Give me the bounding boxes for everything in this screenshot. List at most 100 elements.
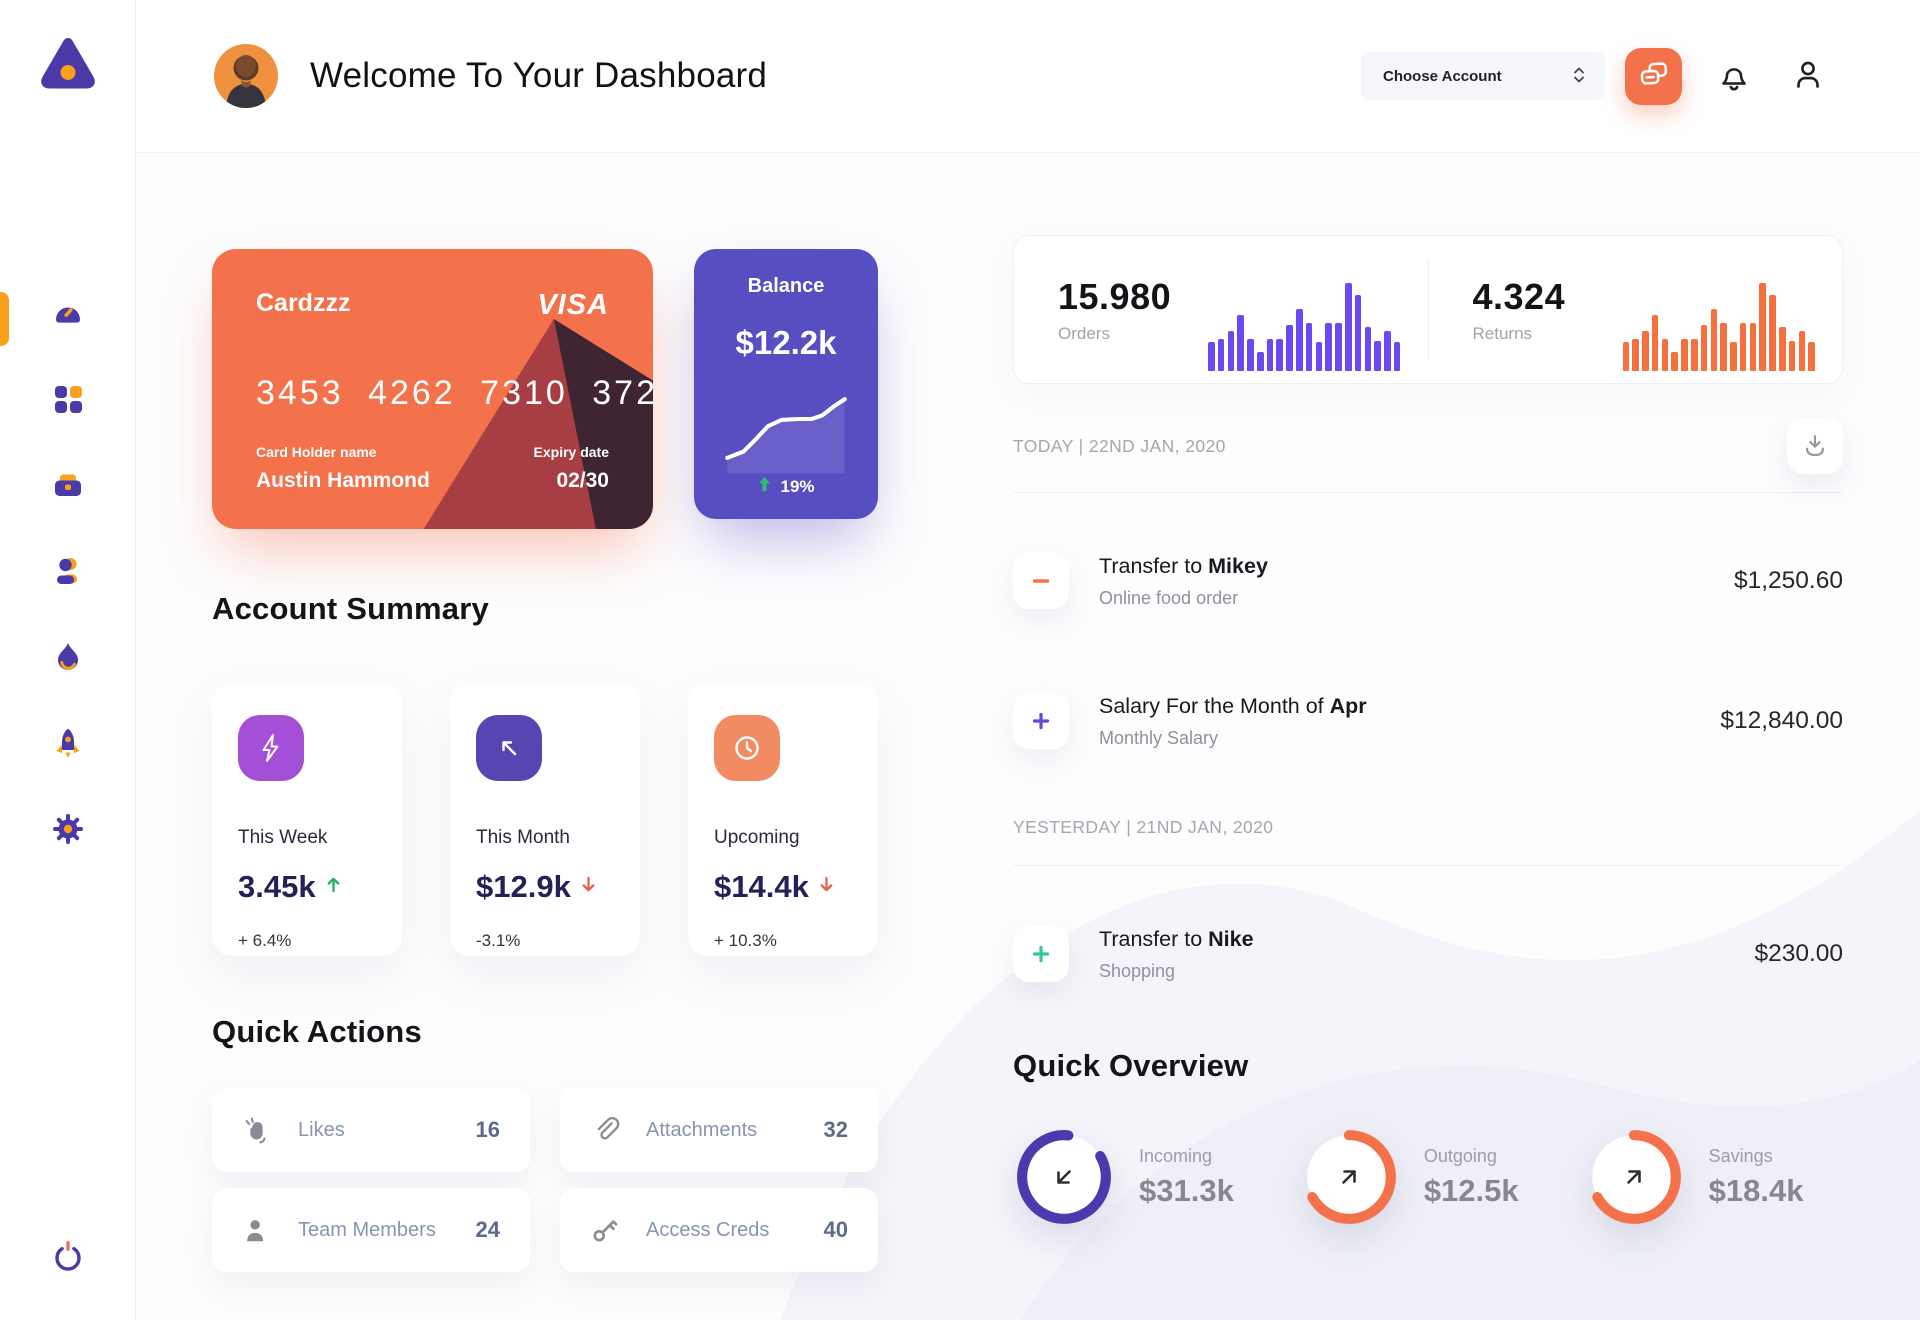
chart-bar — [1286, 325, 1293, 371]
grid-icon — [51, 382, 85, 416]
quick-action-team-members[interactable]: Team Members 24 — [212, 1188, 530, 1272]
transaction-row[interactable]: Transfer to Nike Shopping $230.00 — [1013, 926, 1843, 982]
chart-bar — [1779, 327, 1786, 371]
quick-action-access-creds[interactable]: Access Creds 40 — [560, 1188, 878, 1272]
flame-icon — [51, 640, 85, 674]
sidebar-item-activity[interactable] — [46, 640, 90, 674]
chart-bar — [1710, 309, 1718, 371]
quick-actions-title: Quick Actions — [212, 1014, 422, 1049]
gauge-incoming: Incoming $31.3k — [1013, 1126, 1234, 1228]
stat-label: Returns — [1472, 323, 1533, 343]
plus-icon — [1013, 926, 1069, 982]
choose-account-select[interactable]: Choose Account — [1361, 52, 1605, 100]
summary-delta: + 6.4% — [238, 931, 292, 950]
transactions-section: TODAY | 22ND JAN, 2020 Transfer to Mikey… — [1013, 418, 1843, 749]
sidebar — [0, 0, 136, 1320]
user-icon — [51, 554, 85, 588]
summary-label: This Week — [238, 827, 328, 848]
mini-bar-chart — [1208, 283, 1401, 371]
chart-bar — [1700, 325, 1708, 371]
quick-actions-grid: Likes 16 Attachments 32 Team Members 24 … — [212, 1088, 878, 1272]
chart-bar — [1364, 327, 1372, 371]
chart-bar — [1276, 339, 1284, 371]
account-summary-title: Account Summary — [212, 591, 489, 626]
speedometer-icon — [51, 296, 85, 330]
card-expiry-label: Expiry date — [533, 444, 609, 460]
download-button[interactable] — [1787, 418, 1843, 474]
summary-card-2: Upcoming $14.4k + 10.3% — [688, 683, 878, 956]
choose-account-label: Choose Account — [1383, 67, 1502, 85]
gauge-savings: Savings $18.4k — [1583, 1126, 1803, 1228]
mini-bar-chart — [1622, 283, 1815, 371]
trend-down-icon — [581, 876, 596, 898]
paperclip-icon — [590, 1115, 620, 1145]
arrow-up-left-icon — [476, 715, 542, 781]
messages-button[interactable] — [1625, 47, 1682, 105]
divider — [1013, 492, 1843, 493]
trend-down-icon — [819, 876, 834, 898]
arrow-up-right-icon — [1583, 1126, 1685, 1228]
member-icon — [242, 1215, 272, 1245]
quick-action-likes[interactable]: Likes 16 — [212, 1088, 530, 1172]
quick-action-attachments[interactable]: Attachments 32 — [560, 1088, 878, 1172]
transaction-row[interactable]: Transfer to Mikey Online food order $1,2… — [1013, 553, 1843, 609]
stat-orders: 15.980 Orders — [1014, 236, 1428, 383]
chat-bubbles-icon — [1636, 58, 1672, 95]
sidebar-item-dashboard[interactable] — [46, 296, 90, 330]
gauge-label: Savings — [1708, 1145, 1773, 1166]
download-icon — [1800, 430, 1830, 463]
chart-bar — [1632, 339, 1639, 371]
gauge-value: $12.5k — [1423, 1172, 1519, 1208]
date-header: YESTERDAY | 21ND JAN, 2020 — [1013, 816, 1274, 837]
sidebar-item-boost[interactable] — [46, 726, 90, 760]
summary-value: $12.9k — [476, 869, 571, 904]
header: Welcome To Your Dashboard Choose Account — [136, 0, 1920, 153]
gauge-value: $31.3k — [1139, 1172, 1234, 1208]
quick-overview-gauges: Incoming $31.3k Outgoing $12.5k Savings … — [1013, 1126, 1843, 1228]
summary-value: 3.45k — [238, 869, 316, 904]
chart-bar — [1769, 295, 1776, 371]
stat-value: 4.324 — [1472, 275, 1566, 317]
chart-bar — [1730, 341, 1737, 371]
stat-returns: 4.324 Returns — [1429, 236, 1843, 383]
plus-icon — [1013, 693, 1069, 749]
credit-card: Cardzzz VISA 3453 4262 7310 3728 Card Ho… — [212, 249, 653, 529]
quick-action-count: 24 — [475, 1217, 500, 1242]
gauge-label: Incoming — [1139, 1145, 1213, 1166]
sidebar-item-contacts[interactable] — [46, 554, 90, 588]
transaction-subtitle: Online food order — [1099, 587, 1239, 608]
main-area: Welcome To Your Dashboard Choose Account — [136, 0, 1920, 1320]
chart-bar — [1622, 341, 1630, 371]
chart-bar — [1798, 331, 1806, 371]
gauge-outgoing: Outgoing $12.5k — [1298, 1126, 1519, 1228]
balance-sparkline — [725, 397, 847, 474]
card-holder-name: Austin Hammond — [256, 469, 430, 492]
stats-card: 15.980 Orders 4.324 Returns — [1013, 235, 1843, 384]
chart-bar — [1788, 341, 1796, 371]
transaction-row[interactable]: Salary For the Month of Apr Monthly Sala… — [1013, 693, 1843, 749]
right-column: 15.980 Orders 4.324 Returns TODAY | 22ND… — [1013, 153, 1843, 1228]
chart-bar — [1296, 309, 1303, 371]
quick-action-label: Attachments — [646, 1118, 758, 1141]
bell-icon — [1714, 55, 1754, 98]
summary-label: This Month — [476, 827, 570, 848]
summary-card-0: This Week 3.45k + 6.4% — [212, 683, 402, 956]
chart-bar — [1690, 339, 1698, 371]
sidebar-item-work[interactable] — [46, 468, 90, 502]
chart-bar — [1671, 351, 1678, 371]
sidebar-item-apps[interactable] — [46, 382, 90, 416]
stat-value: 15.980 — [1058, 275, 1172, 317]
quick-action-count: 32 — [823, 1117, 848, 1142]
notifications-button[interactable] — [1712, 54, 1756, 98]
sidebar-item-settings[interactable] — [46, 812, 90, 846]
briefcase-icon — [51, 468, 85, 502]
unfold-chevrons-icon — [1569, 64, 1589, 89]
chart-bar — [1651, 314, 1659, 371]
transaction-subtitle: Monthly Salary — [1099, 727, 1219, 748]
chart-bar — [1237, 314, 1244, 371]
logout-button[interactable] — [46, 1238, 90, 1278]
date-header: TODAY | 22ND JAN, 2020 — [1013, 435, 1226, 456]
profile-button[interactable] — [1786, 54, 1830, 98]
chart-bar — [1305, 322, 1313, 371]
app-logo-icon[interactable] — [38, 36, 98, 92]
